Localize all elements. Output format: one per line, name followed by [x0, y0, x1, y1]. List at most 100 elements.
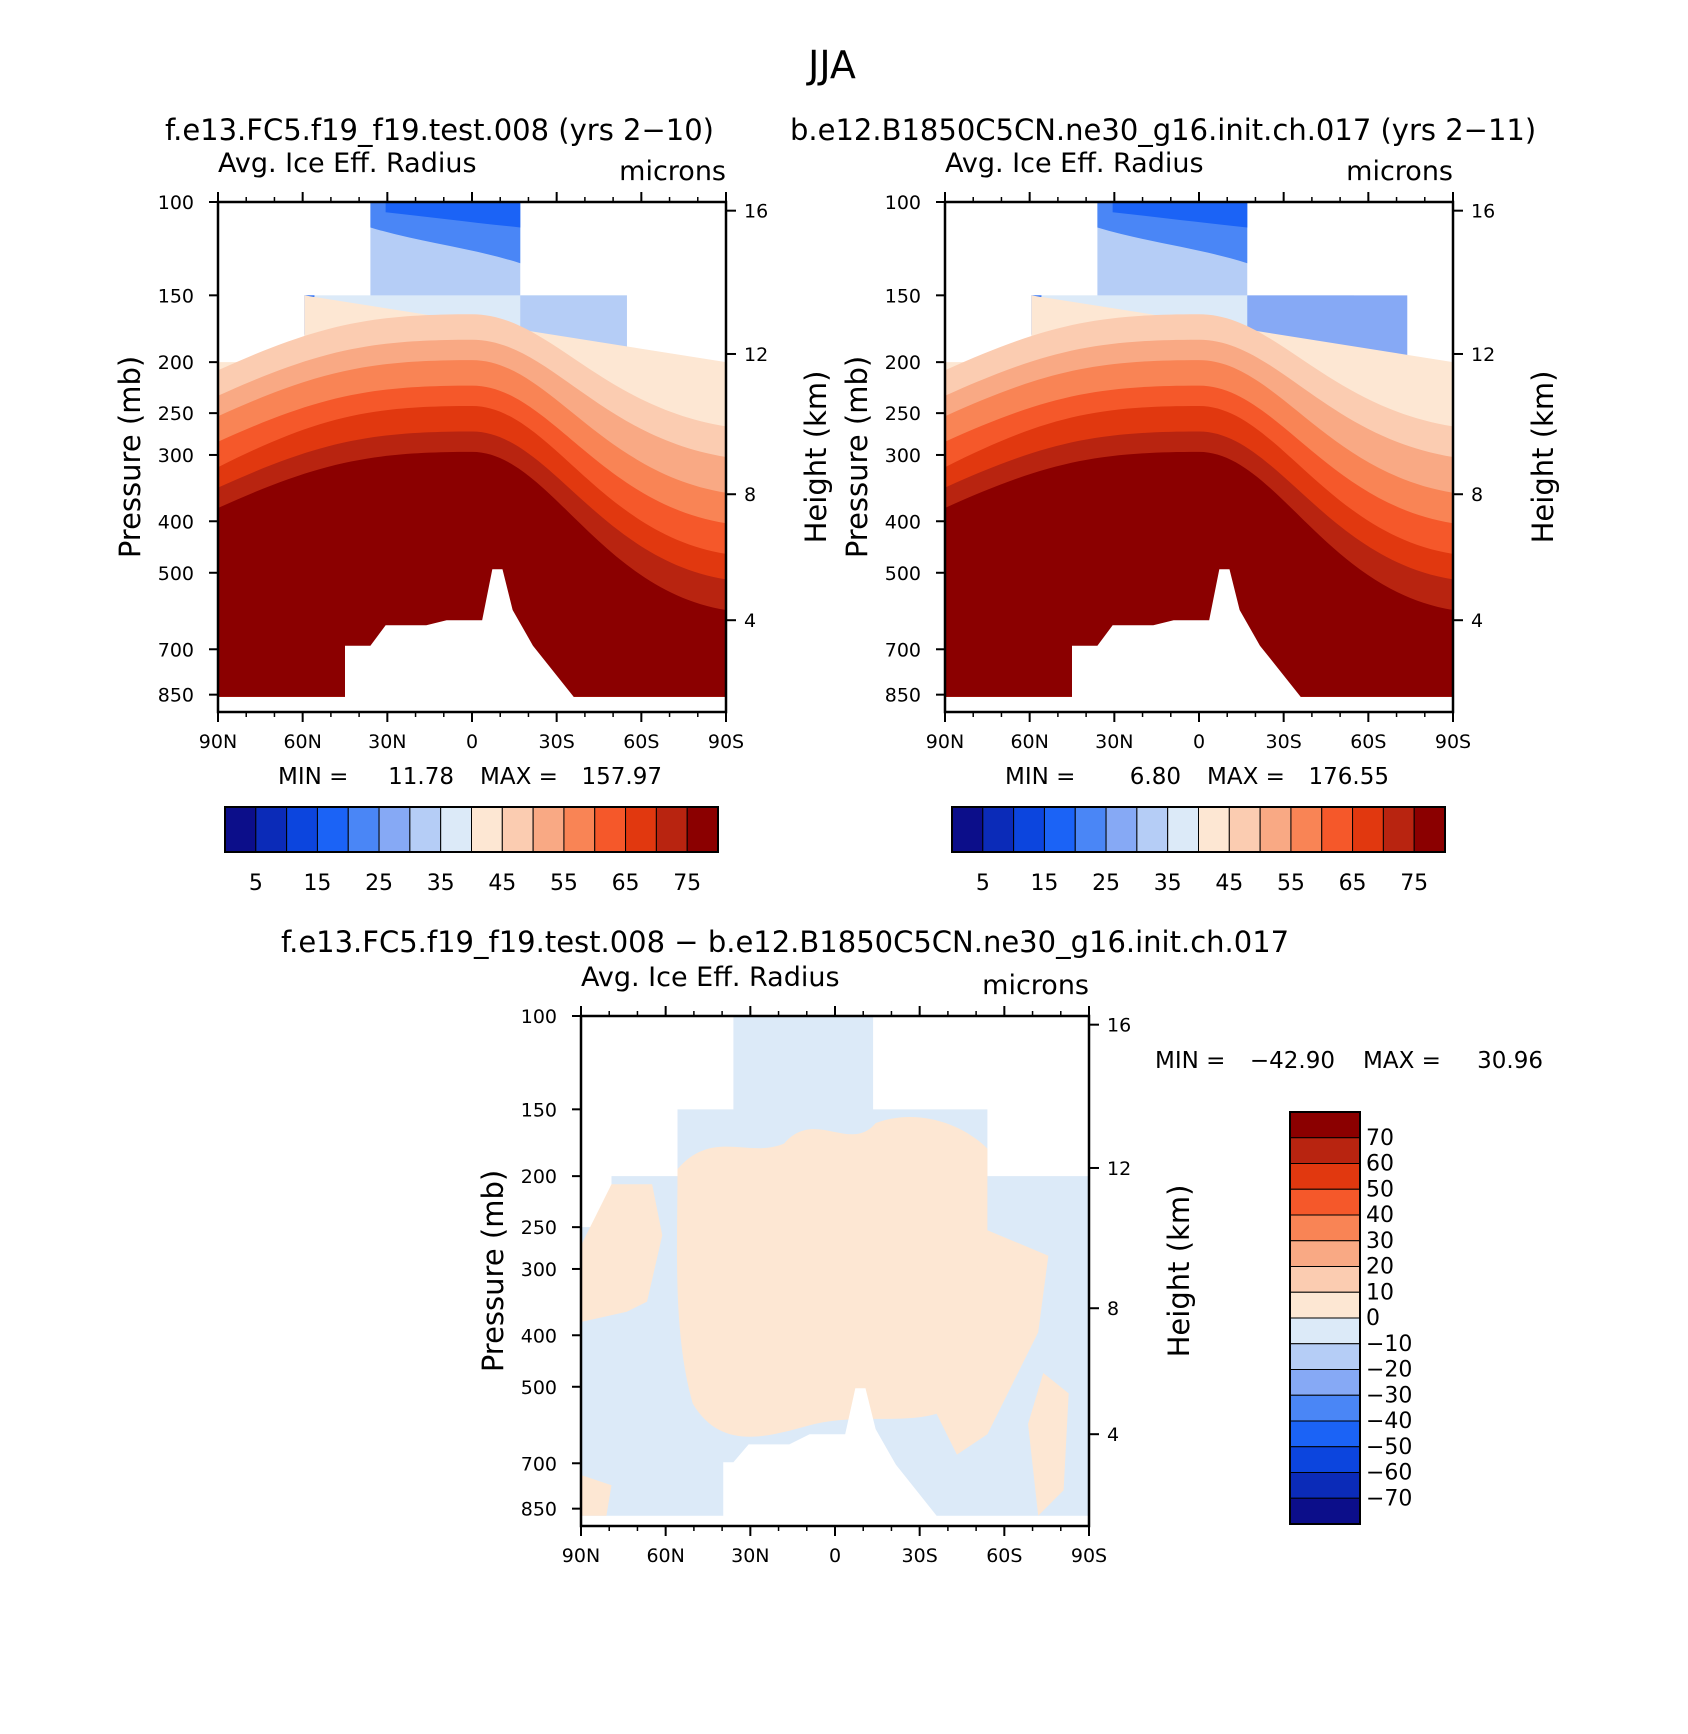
colorbar-label: 35: [1154, 871, 1182, 896]
colorbar-swatch: [686, 806, 719, 853]
y-right-tick-label: 4: [1471, 610, 1483, 632]
x-tick-label: 90N: [562, 1545, 600, 1567]
diff-field-positive-0: [581, 1184, 663, 1322]
panel-units: microns: [1346, 156, 1453, 187]
colorbar-label: 75: [1400, 871, 1428, 896]
x-tick-label: 60N: [646, 1545, 684, 1567]
y-tick-label: 200: [885, 352, 921, 374]
colorbar-swatch: [1259, 806, 1292, 853]
y-axis-label: Pressure (mb): [476, 1170, 510, 1372]
colorbar-swatch: [1289, 1188, 1361, 1216]
y-tick-label: 100: [158, 192, 194, 214]
x-tick-label: 60S: [986, 1545, 1022, 1567]
stat-max-label: MAX =: [1207, 764, 1285, 790]
case-title-left: f.e13.FC5.f19_f19.test.008 (yrs 2−10): [165, 113, 714, 147]
stat-min-value: −42.90: [1250, 1048, 1335, 1074]
colorbar-swatch: [347, 806, 380, 853]
field-band-15: [945, 451, 1453, 697]
colorbar-label: −70: [1366, 1486, 1412, 1511]
colorbar-label: 35: [427, 871, 455, 896]
y-tick-label: 850: [521, 1499, 557, 1521]
figure-title: JJA: [806, 43, 856, 87]
field-band-150-south: [1247, 295, 1408, 366]
colorbar-swatch: [1352, 806, 1384, 853]
y-tick-label: 700: [885, 639, 921, 661]
colorbar-label: 65: [1339, 871, 1367, 896]
colorbar-label: 5: [249, 871, 263, 896]
stat-max-value: 30.96: [1477, 1048, 1543, 1074]
colorbar-swatch: [286, 806, 318, 853]
colorbar-label: 0: [1366, 1306, 1380, 1331]
topography-mask: [345, 569, 574, 712]
colorbar-swatch: [1289, 1343, 1361, 1370]
y-right-tick-label: 4: [1107, 1424, 1119, 1446]
y-right-tick-label: 16: [1107, 1015, 1131, 1037]
colorbar-label: 55: [1277, 871, 1305, 896]
panel-right: Avg. Ice Eff. Radius microns 90N 60N 30N 0 30S…: [840, 148, 1560, 896]
colorbar-label: 65: [612, 871, 640, 896]
y-right-tick-label: 8: [744, 484, 756, 506]
y-tick-label: 850: [158, 685, 194, 707]
x-tick-label: 90N: [926, 731, 964, 753]
x-tick-label: 0: [829, 1545, 841, 1567]
stat-max-value: 176.55: [1309, 764, 1389, 790]
colorbar-swatch: [501, 806, 534, 853]
colorbar-label: −40: [1366, 1409, 1412, 1434]
x-tick-label: 60S: [623, 731, 659, 753]
colorbar-label: 5: [976, 871, 990, 896]
colorbar-label: 15: [303, 871, 331, 896]
y-axis-label-right: Height (km): [1526, 371, 1560, 544]
x-tick-label: 30N: [368, 731, 406, 753]
x-tick-label: 60N: [1010, 731, 1048, 753]
y-tick-label: 400: [158, 511, 194, 533]
colorbar-label: 10: [1366, 1280, 1394, 1305]
colorbar-label: 55: [550, 871, 578, 896]
y-tick-label: 300: [885, 445, 921, 467]
stat-max-label: MAX =: [480, 764, 558, 790]
colorbar-swatch: [1198, 806, 1230, 853]
y-tick-label: 700: [158, 639, 194, 661]
colorbar-swatch: [1136, 806, 1169, 853]
y-tick-label: 150: [521, 1099, 557, 1121]
colorbar-label: 25: [1092, 871, 1120, 896]
field-band-15: [218, 451, 726, 697]
y-right-tick-label: 16: [744, 201, 768, 223]
panel-units: microns: [982, 970, 1089, 1001]
colorbar-swatch: [951, 806, 984, 853]
colorbar-swatch: [1289, 1137, 1361, 1164]
x-tick-label: 90N: [199, 731, 237, 753]
colorbar-swatch: [1289, 1163, 1361, 1190]
y-tick-label: 850: [885, 685, 921, 707]
diff-topography-mask: [723, 1388, 937, 1526]
colorbar-swatch: [1289, 1111, 1361, 1139]
stat-min-value: 11.78: [388, 764, 454, 790]
field-cap-min: [1112, 202, 1248, 228]
y-tick-label: 400: [521, 1325, 557, 1347]
colorbar-label: −20: [1366, 1358, 1412, 1383]
y-tick-label: 250: [521, 1217, 557, 1239]
colorbar-frame: [224, 806, 719, 853]
y-tick-label: 250: [158, 403, 194, 425]
y-tick-label: 500: [885, 563, 921, 585]
x-tick-label: 30S: [1266, 731, 1302, 753]
x-tick-label: 30S: [539, 731, 575, 753]
colorbar-swatch: [625, 806, 657, 853]
diff-field-positive-2: [936, 1230, 1049, 1455]
colorbar-label: −10: [1366, 1332, 1412, 1357]
colorbar-swatch: [255, 806, 288, 853]
x-tick-label: 30N: [1095, 731, 1133, 753]
stat-max-label: MAX =: [1363, 1048, 1441, 1074]
x-tick-label: 60N: [283, 731, 321, 753]
case-title-right: b.e12.B1850C5CN.ne30_g16.init.ch.017 (yr…: [790, 113, 1536, 147]
colorbar-swatch: [1289, 1240, 1361, 1267]
colorbar-swatch: [982, 806, 1015, 853]
colorbar-label: −50: [1366, 1435, 1412, 1460]
colorbar-swatch: [1167, 806, 1199, 853]
y-tick-label: 700: [521, 1453, 557, 1475]
y-axis-label-right: Height (km): [1162, 1185, 1196, 1358]
panel-subtitle: Avg. Ice Eff. Radius: [945, 148, 1204, 179]
y-right-tick-label: 8: [1471, 484, 1483, 506]
colorbar-swatch: [532, 806, 565, 853]
colorbar-swatch: [1013, 806, 1045, 853]
colorbar-swatch: [1289, 1497, 1361, 1525]
